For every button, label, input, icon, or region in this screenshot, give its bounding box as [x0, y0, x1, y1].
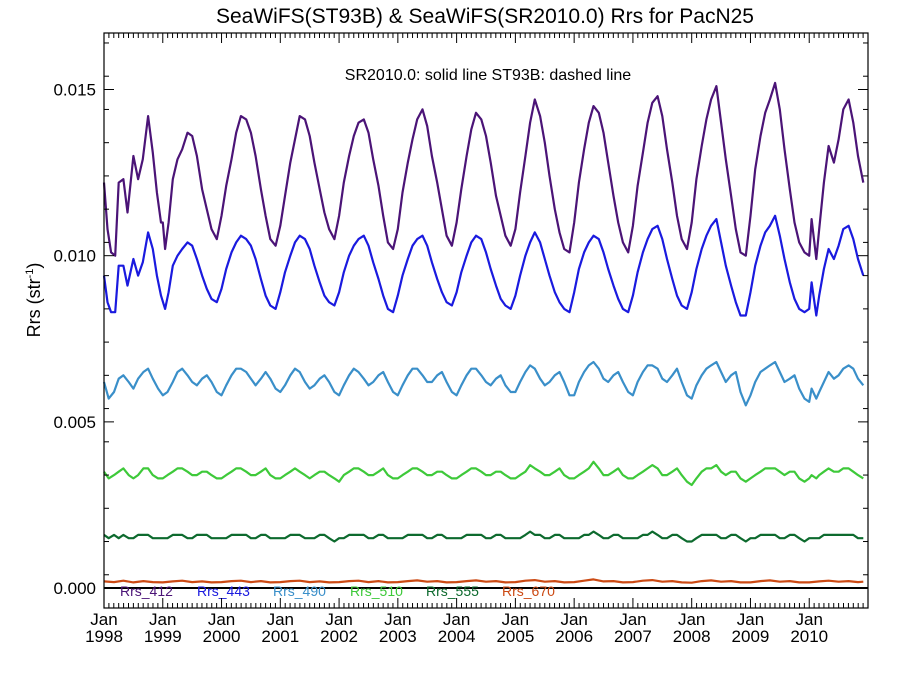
legend-rrs-670: Rrs_670 — [502, 583, 555, 599]
x-tick-label-year: 2004 — [438, 627, 476, 646]
x-tick-label-month: Jan — [443, 610, 470, 629]
x-tick-label-year: 2006 — [555, 627, 593, 646]
y-tick-label: 0.000 — [53, 579, 96, 598]
y-tick-label: 0.005 — [53, 413, 96, 432]
legend-rrs-510: Rrs_510 — [350, 583, 403, 599]
x-tick-label-month: Jan — [90, 610, 117, 629]
x-tick-label-year: 2005 — [496, 627, 534, 646]
chart-subtitle: SR2010.0: solid line ST93B: dashed line — [345, 67, 632, 84]
x-tick-label-month: Jan — [502, 610, 529, 629]
x-tick-label-year: 2003 — [379, 627, 417, 646]
chart-title: SeaWiFS(ST93B) & SeaWiFS(SR2010.0) Rrs f… — [216, 5, 754, 28]
x-tick-label-year: 2009 — [732, 627, 770, 646]
series-line-rrs-443 — [102, 214, 865, 317]
y-tick-label: 0.015 — [53, 81, 96, 100]
x-tick-label-month: Jan — [737, 610, 764, 629]
y-tick-label: 0.010 — [53, 247, 96, 266]
x-tick-label-year: 2001 — [261, 627, 299, 646]
x-tick-label-month: Jan — [149, 610, 176, 629]
x-tick-label-month: Jan — [384, 610, 411, 629]
series-layer — [102, 81, 865, 584]
x-tick-label-month: Jan — [325, 610, 352, 629]
x-tick-label-month: Jan — [619, 610, 646, 629]
y-axis-label-tail: ) — [24, 263, 44, 269]
x-tick-label-month: Jan — [678, 610, 705, 629]
series-line-rrs-670 — [103, 578, 864, 584]
x-tick-label-year: 1999 — [144, 627, 182, 646]
x-tick-label-month: Jan — [560, 610, 587, 629]
y-axis-label: Rrs (str-1) — [24, 263, 44, 338]
x-tick-label-year: 2000 — [203, 627, 241, 646]
y-axis-label-sup: -1 — [24, 269, 36, 279]
y-axis-label-base: Rrs (str — [24, 278, 44, 337]
legend-rrs-490: Rrs_490 — [273, 583, 326, 599]
axis-layer: 0.0000.0050.0100.015Jan1998Jan1999Jan200… — [53, 33, 869, 646]
series-line-rrs-555 — [103, 530, 864, 543]
legend-rrs-412: Rrs_412 — [120, 583, 173, 599]
legend-rrs-443: Rrs_443 — [197, 583, 250, 599]
x-tick-label-month: Jan — [796, 610, 823, 629]
x-tick-label-year: 2010 — [790, 627, 828, 646]
x-tick-label-month: Jan — [208, 610, 235, 629]
x-tick-label-month: Jan — [267, 610, 294, 629]
x-tick-label-year: 2007 — [614, 627, 652, 646]
legend: Rrs_412 Rrs_443 Rrs_490 Rrs_510 Rrs_555 … — [120, 583, 555, 599]
series-line-rrs-412 — [102, 81, 865, 261]
series-line-rrs-490 — [102, 360, 865, 407]
plot-frame — [103, 32, 869, 609]
x-tick-label-year: 2002 — [320, 627, 358, 646]
x-tick-label-year: 1998 — [85, 627, 123, 646]
x-tick-label-year: 2008 — [673, 627, 711, 646]
series-line-rrs-510 — [103, 460, 864, 487]
legend-rrs-555: Rrs_555 — [426, 583, 479, 599]
